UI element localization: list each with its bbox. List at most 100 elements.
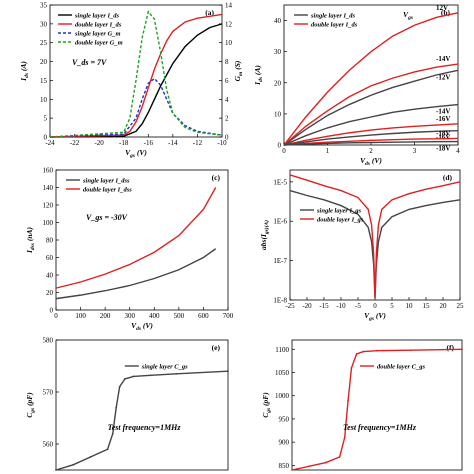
y-tick-label: 900	[279, 439, 290, 447]
series-point	[115, 406, 118, 409]
x-tick-label: -5	[355, 302, 361, 310]
x-tick-label: -14	[168, 139, 178, 147]
series-line	[283, 103, 459, 146]
series-point	[132, 375, 135, 378]
y-tick-label: 10	[40, 96, 48, 104]
curve-label: -18V	[436, 145, 450, 153]
y-tick-label: 570	[43, 389, 54, 397]
x-axis-label-text: Vgs (V)	[364, 311, 386, 322]
x-tick-label: -12	[193, 139, 203, 147]
x-tick-label: -10	[336, 302, 346, 310]
x-tick-label: -18	[119, 139, 129, 147]
legend-label: double layer C_gs	[377, 364, 425, 371]
x-tick-label: 600	[198, 312, 209, 320]
y-tick-label: 10	[274, 110, 282, 118]
series-line	[291, 348, 463, 471]
y2-tick-label: 4	[225, 96, 229, 104]
curve-label: -18V	[436, 129, 450, 137]
x-axis-label-text: Vgs (V)	[125, 148, 147, 159]
y-tick-label: 950	[279, 415, 290, 423]
y-tick-label: 580	[43, 337, 54, 345]
curve-label: 12V	[436, 4, 448, 12]
series-point	[291, 469, 293, 471]
series-point	[308, 465, 310, 468]
x-tick-label: -22	[70, 139, 80, 147]
y-tick-label: 30	[274, 48, 282, 56]
series-point	[350, 366, 353, 369]
series-point	[55, 469, 57, 471]
y-tick-label: 850	[279, 462, 290, 470]
y-tick-label: 20	[40, 58, 48, 66]
y-tick-label: 560	[43, 441, 54, 449]
series-point	[227, 370, 229, 373]
y-tick-label: 1E-7	[273, 257, 287, 265]
series-line	[55, 248, 217, 300]
panel-label: (e)	[212, 343, 221, 352]
series-point	[89, 456, 92, 458]
series-point	[347, 399, 349, 402]
series-line	[49, 77, 223, 138]
series-point	[325, 461, 327, 464]
legend-label: double layer G_m	[75, 40, 123, 47]
x-tick-label: 100	[75, 312, 86, 320]
x-tick-label: -20	[302, 302, 312, 310]
vgs-header-text: Vgs	[403, 10, 413, 21]
y-axis-label-text: abs(Igs)(A)	[259, 220, 270, 250]
y-tick-label: 1E-5	[273, 178, 287, 186]
y-axis-label-text: Idss (nA)	[25, 227, 36, 254]
series-point	[362, 350, 365, 353]
panel-label: (a)	[205, 8, 214, 17]
x-tick-label: 2	[369, 147, 373, 155]
chart-panel-a: -24 -22 -20 -18 -16 -14 -12 -100510152025303502…	[19, 2, 244, 160]
x-tick-label: 20	[440, 302, 448, 310]
series-point	[123, 378, 126, 380]
series-point	[106, 448, 109, 451]
y2-tick-label: 0	[225, 134, 229, 142]
plot-frame	[49, 4, 223, 138]
curve-label: -16V	[436, 134, 450, 142]
x-axis-label-text: Vds (V)	[360, 156, 382, 167]
y-tick-label: 40	[46, 272, 54, 280]
y-axis-label: Cgs (pF)	[261, 392, 272, 418]
series-point	[111, 432, 114, 435]
series-line	[283, 137, 459, 146]
y2-axis-label: Gm (S)	[233, 60, 244, 81]
series-line	[55, 187, 217, 289]
x-tick-label: 700	[223, 312, 234, 320]
annotation: Test frequency=1MHz	[108, 423, 182, 432]
curve-label: -14V	[436, 55, 450, 63]
x-tick-label: 5	[390, 302, 394, 310]
series-line	[283, 123, 459, 146]
y-tick-label: 20	[274, 79, 282, 87]
x-tick-label: 15	[423, 302, 431, 310]
x-tick-label: -10	[217, 139, 227, 147]
legend-label: single layer I_ds	[74, 13, 120, 20]
series-point	[410, 349, 412, 352]
x-axis-label: Vgs (V)	[125, 148, 147, 159]
chart-panel-e: 560 570 580 Cgs (pF) (e) single layer C_gs Tes…	[25, 337, 229, 471]
y-tick-label: 140	[43, 184, 54, 192]
x-tick-label: 25	[457, 302, 465, 310]
y-axis-label: Idss (nA)	[25, 227, 36, 254]
series-point	[338, 456, 341, 458]
legend-label: single layer C_gs	[141, 364, 188, 371]
y2-tick-label: 12	[225, 20, 233, 28]
legend-label: single layer G_m	[74, 31, 121, 38]
series-line	[289, 189, 461, 299]
x-tick-label: 300	[124, 312, 135, 320]
annotation: V_gs = -30V	[86, 213, 128, 222]
series-point	[343, 436, 346, 439]
y2-axis-label-text: Gm (S)	[233, 60, 244, 81]
vgs-header: Vgs	[403, 10, 413, 21]
y-axis-label: abs(Igs)(A)	[259, 220, 270, 250]
plot-frame	[55, 169, 229, 311]
series-line	[49, 10, 223, 138]
y-axis-label-text: Cgs (pF)	[261, 392, 272, 418]
y-tick-label: 25	[40, 39, 48, 47]
panel-label: (d)	[443, 173, 453, 182]
panel-label: (f)	[447, 343, 455, 352]
y-tick-label: 1E-6	[273, 218, 287, 226]
x-tick-label: 3	[413, 147, 417, 155]
y-tick-label: 100	[43, 219, 54, 227]
